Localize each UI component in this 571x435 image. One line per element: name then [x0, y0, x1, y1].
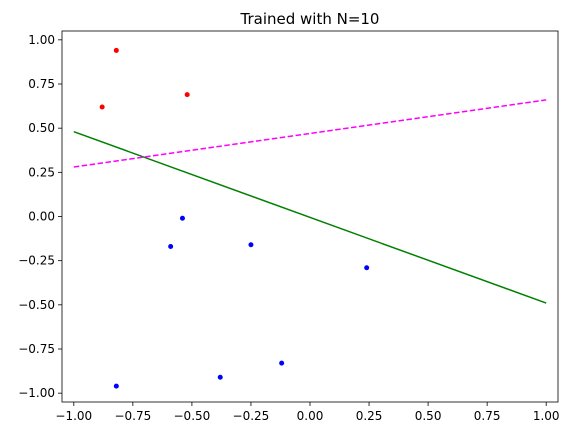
scatter-point [279, 360, 285, 366]
y-tick-label: 0.75 [28, 77, 55, 91]
x-tick-label: −0.25 [233, 409, 270, 423]
x-tick-label: 0.50 [415, 409, 442, 423]
scatter-point [184, 92, 190, 98]
chart-title: Trained with N=10 [240, 10, 380, 28]
x-tick-label: 0.00 [297, 409, 324, 423]
y-tick-label: 0.50 [28, 121, 55, 135]
y-tick-label: −0.75 [18, 342, 55, 356]
y-tick-label: 1.00 [28, 33, 55, 47]
y-tick-label: −0.50 [18, 298, 55, 312]
scatter-point [168, 244, 174, 250]
x-tick-label: −1.00 [55, 409, 92, 423]
scatter-point [179, 215, 185, 221]
x-tick-label: 0.25 [356, 409, 383, 423]
y-axis: 1.00 0.75 0.50 0.25 0.00 −0.25 −0.50 −0.75 −1.00 [18, 33, 62, 400]
x-axis: −1.00 −0.75 −0.50 −0.25 0.00 0.25 0.50 0.75 1.00 [55, 402, 560, 423]
scatter-point [113, 47, 119, 53]
x-tick-label: 0.75 [474, 409, 501, 423]
scatter-point [364, 265, 370, 271]
scatter-point [99, 104, 105, 110]
plot-area [73, 47, 547, 389]
y-tick-label: −0.25 [18, 254, 55, 268]
x-tick-label: −0.50 [174, 409, 211, 423]
y-tick-label: 0.25 [28, 165, 55, 179]
scatter-point [113, 383, 119, 389]
series-line-2 [73, 130, 547, 304]
scatter-point [248, 242, 254, 248]
x-tick-label: −0.75 [114, 409, 151, 423]
scatter-point [217, 374, 223, 380]
x-tick-label: 1.00 [533, 409, 560, 423]
y-tick-label: 0.00 [28, 210, 55, 224]
plot-frame [61, 30, 559, 403]
y-tick-label: −1.00 [18, 386, 55, 400]
